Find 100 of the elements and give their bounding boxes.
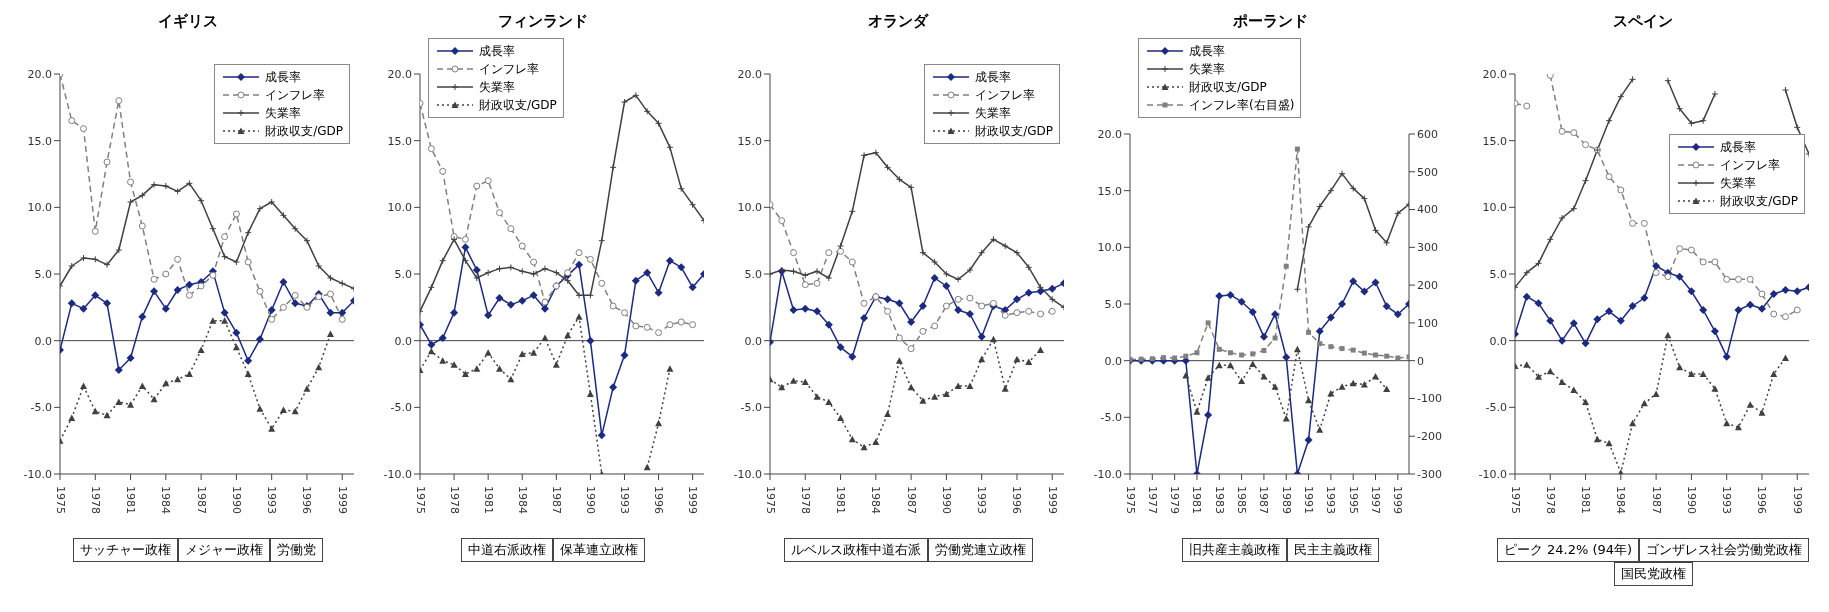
- y2-tick-label: 300: [1417, 241, 1438, 255]
- x-tick-label: 1981: [481, 486, 495, 514]
- legend-label: インフレ率: [265, 86, 326, 104]
- x-tick-label: 1993: [265, 486, 279, 514]
- y-tick-label: 5.0: [394, 267, 412, 281]
- x-tick-label: 1991: [1302, 486, 1316, 514]
- legend-label: インフレ率(右目盛): [1189, 96, 1295, 114]
- y-tick-label: 5.0: [1489, 267, 1507, 281]
- legend-label: 失業率: [1189, 60, 1225, 78]
- x-tick-label: 1984: [1614, 486, 1628, 514]
- text: サッチャー政権: [73, 538, 178, 562]
- y-tick-label: 20.0: [1097, 127, 1122, 141]
- legend-label: 財政収支/GDP: [479, 96, 557, 114]
- legend-label: 財政収支/GDP: [1720, 192, 1798, 210]
- y-tick-label: 20.0: [27, 67, 52, 81]
- y2-tick-label: 500: [1417, 165, 1438, 179]
- text: メジャー政権: [178, 538, 270, 562]
- x-tick-label: 1997: [1369, 486, 1383, 514]
- x-tick-label: 1975: [413, 486, 427, 514]
- legend-label: 失業率: [1720, 174, 1757, 192]
- y2-tick-label: 400: [1417, 203, 1438, 217]
- x-tick-label: 1975: [53, 486, 67, 514]
- x-tick-label: 1989: [1279, 486, 1293, 514]
- x-tick-label: 1993: [975, 486, 989, 514]
- x-tick-label: 1978: [798, 486, 812, 514]
- y-tick-label: 0.0: [1104, 354, 1122, 368]
- x-tick-label: 1990: [583, 486, 597, 514]
- chart-title: イギリス: [157, 11, 219, 32]
- legend-label: 成長率: [265, 68, 302, 86]
- text: 国民党政権: [1613, 562, 1693, 586]
- x-tick-label: 1985: [1235, 486, 1249, 514]
- y2-tick-label: 200: [1417, 279, 1438, 293]
- x-tick-label: 1996: [1010, 486, 1024, 514]
- y-tick-label: 10.0: [737, 201, 762, 215]
- legend-label: 財政収支/GDP: [975, 122, 1053, 140]
- text: 民主主義政権: [1287, 538, 1379, 562]
- x-tick-label: 1990: [939, 486, 953, 514]
- y-tick-label: 10.0: [1097, 241, 1122, 255]
- x-tick-label: 1999: [1391, 486, 1405, 514]
- x-tick-label: 1977: [1145, 486, 1159, 514]
- x-tick-label: 1984: [869, 486, 883, 514]
- y-tick-label: 15.0: [737, 134, 762, 148]
- x-tick-label: 1993: [1720, 486, 1734, 514]
- y-tick-label: 0.0: [34, 334, 52, 348]
- x-tick-label: 1984: [515, 486, 529, 514]
- y2-tick-label: -100: [1417, 392, 1442, 406]
- y2-tick-label: 600: [1417, 127, 1438, 141]
- legend-label: インフレ率: [1720, 156, 1781, 174]
- y-tick-label: -10.0: [383, 467, 412, 481]
- y-tick-label: 0.0: [744, 334, 762, 348]
- y2-tick-label: 0: [1417, 354, 1424, 368]
- x-tick-label: 1995: [1346, 486, 1360, 514]
- legend-label: 財政収支/GDP: [1189, 78, 1267, 96]
- x-tick-label: 1996: [652, 486, 666, 514]
- y-tick-label: -10.0: [1478, 467, 1507, 481]
- x-tick-label: 1983: [1212, 486, 1226, 514]
- x-tick-label: 1984: [159, 486, 173, 514]
- y-tick-label: 20.0: [1482, 67, 1507, 81]
- y-tick-label: 0.0: [394, 334, 412, 348]
- x-tick-label: 1987: [1649, 486, 1663, 514]
- legend-label: 成長率: [1720, 138, 1757, 156]
- x-tick-label: 1987: [549, 486, 563, 514]
- x-tick-label: 1987: [1257, 486, 1271, 514]
- x-tick-label: 1978: [88, 486, 102, 514]
- y-tick-label: 5.0: [34, 267, 52, 281]
- legend-label: 財政収支/GDP: [265, 122, 343, 140]
- legend-label: インフレ率: [975, 86, 1036, 104]
- y2-tick-label: 100: [1417, 316, 1438, 330]
- legend-label: 失業率: [479, 78, 515, 96]
- y-tick-label: -5.0: [30, 401, 52, 415]
- x-tick-label: 1978: [447, 486, 461, 514]
- y-tick-label: 20.0: [387, 67, 412, 81]
- text: ゴンザレス社会労働党政権: [1639, 538, 1810, 562]
- x-tick-label: 1996: [1755, 486, 1769, 514]
- x-tick-label: 1978: [1543, 486, 1557, 514]
- x-tick-label: 1996: [300, 486, 314, 514]
- x-tick-label: 1999: [686, 486, 700, 514]
- x-tick-label: 1975: [1123, 486, 1137, 514]
- y-tick-label: -5.0: [390, 401, 412, 415]
- x-tick-label: 1993: [1324, 486, 1338, 514]
- x-tick-label: 1990: [229, 486, 243, 514]
- legend-label: 失業率: [265, 104, 302, 122]
- x-tick-label: 1987: [194, 486, 208, 514]
- y-tick-label: 10.0: [27, 201, 52, 215]
- chart-title: フィンランド: [497, 11, 589, 32]
- legend-label: インフレ率: [479, 60, 539, 78]
- y-tick-label: 15.0: [387, 134, 412, 148]
- text: ルベルス政権中道右派: [783, 538, 928, 562]
- y-tick-label: -10.0: [733, 467, 762, 481]
- x-tick-label: 1975: [1508, 486, 1522, 514]
- legend-label: 失業率: [975, 104, 1012, 122]
- y-tick-label: 5.0: [1104, 297, 1122, 311]
- y-tick-label: 15.0: [1482, 134, 1507, 148]
- y-tick-label: 10.0: [1482, 201, 1507, 215]
- legend-label: 成長率: [479, 42, 515, 60]
- chart-title: オランダ: [867, 11, 930, 32]
- x-tick-label: 1999: [1790, 486, 1804, 514]
- text: 旧共産主義政権: [1182, 538, 1287, 562]
- y2-tick-label: -300: [1417, 467, 1442, 481]
- text: 中道右派政権: [461, 538, 553, 562]
